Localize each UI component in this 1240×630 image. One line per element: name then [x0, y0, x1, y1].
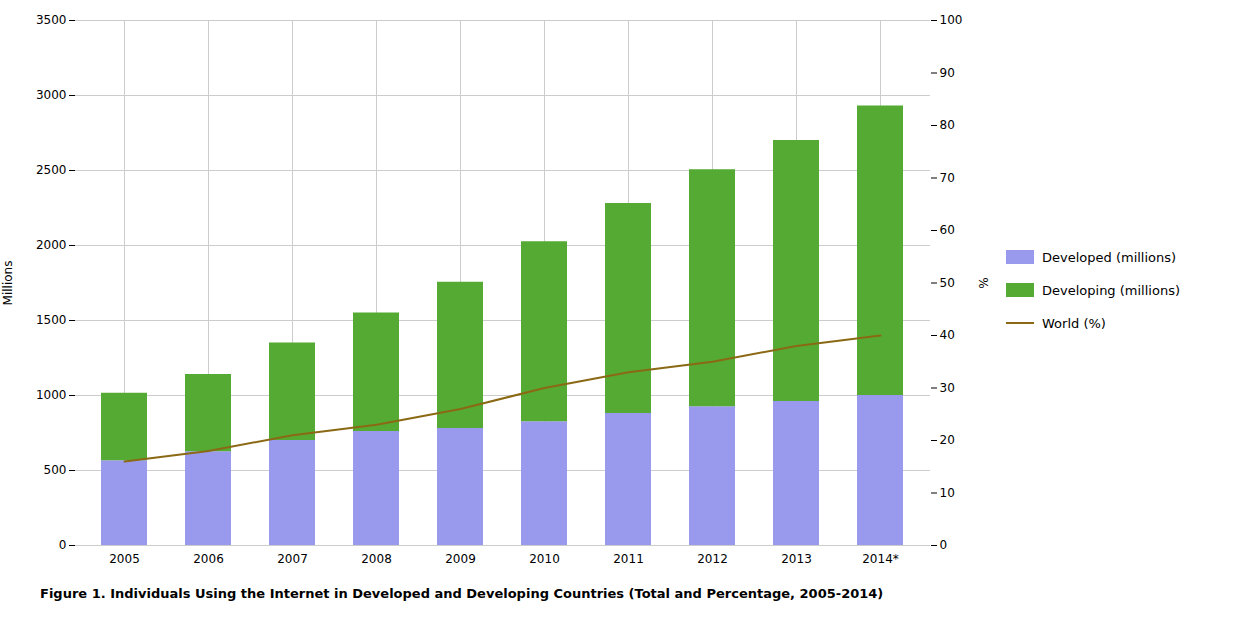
svg-text:50: 50 — [940, 276, 955, 290]
svg-text:500: 500 — [44, 463, 67, 477]
svg-text:Millions: Millions — [1, 261, 15, 306]
svg-text:3000: 3000 — [36, 88, 67, 102]
svg-text:2006: 2006 — [193, 552, 224, 566]
svg-text:10: 10 — [940, 486, 955, 500]
svg-text:2012: 2012 — [697, 552, 728, 566]
svg-text:100: 100 — [940, 13, 963, 27]
svg-text:%: % — [977, 277, 991, 288]
svg-text:2009: 2009 — [445, 552, 476, 566]
svg-text:2011: 2011 — [613, 552, 644, 566]
svg-text:2500: 2500 — [36, 163, 67, 177]
svg-text:80: 80 — [940, 118, 955, 132]
svg-text:1000: 1000 — [36, 388, 67, 402]
svg-text:60: 60 — [940, 223, 955, 237]
svg-text:2005: 2005 — [109, 552, 140, 566]
svg-text:1500: 1500 — [36, 313, 67, 327]
svg-text:70: 70 — [940, 171, 955, 185]
html-text:Figure 1. Individuals Using th: Figure 1. Individuals Using the Internet… — [40, 586, 884, 601]
svg-text:2014*: 2014* — [862, 552, 899, 566]
svg-text:90: 90 — [940, 66, 955, 80]
html-text:Developed (millions): Developed (millions) — [1042, 249, 1177, 265]
svg-text:40: 40 — [940, 328, 955, 342]
svg-text:0: 0 — [59, 538, 67, 552]
svg-text:2013: 2013 — [781, 552, 812, 566]
svg-text:20: 20 — [940, 433, 955, 447]
svg-text:0: 0 — [940, 538, 948, 552]
svg-text:30: 30 — [940, 381, 955, 395]
html-text:World (%): World (%) — [1042, 315, 1106, 331]
svg-text:2000: 2000 — [36, 238, 67, 252]
svg-text:2007: 2007 — [277, 552, 308, 566]
svg-text:3500: 3500 — [36, 13, 67, 27]
html-text:Developing (millions): Developing (millions) — [1042, 282, 1180, 298]
svg-text:2010: 2010 — [529, 552, 560, 566]
svg-text:2008: 2008 — [361, 552, 392, 566]
